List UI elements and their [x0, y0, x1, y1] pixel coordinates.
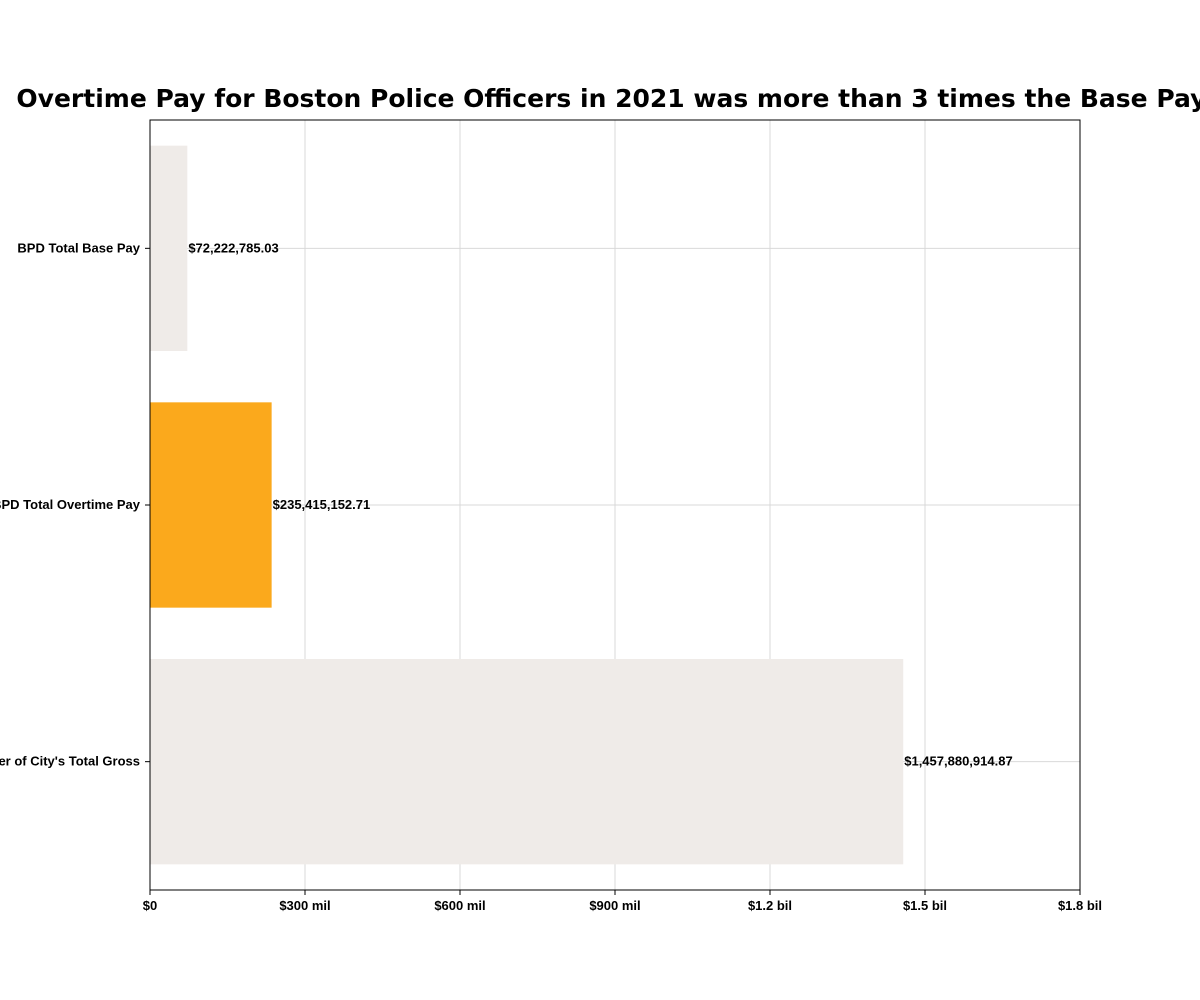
bar	[150, 145, 188, 351]
data-label: $72,222,785.03	[188, 240, 278, 255]
category-label: BPD Total Base Pay	[17, 240, 140, 255]
x-tick-label: $0	[143, 898, 157, 913]
x-tick-label: $1.2 bil	[748, 898, 792, 913]
x-tick-label: $1.8 bil	[1058, 898, 1102, 913]
data-label: $235,415,152.71	[273, 497, 371, 512]
data-label: $1,457,880,914.87	[904, 754, 1012, 769]
x-tick-label: $1.5 bil	[903, 898, 947, 913]
x-tick-label: $900 mil	[589, 898, 640, 913]
x-tick-label: $300 mil	[279, 898, 330, 913]
chart-title: Overtime Pay for Boston Police Officers …	[16, 84, 1200, 113]
bar	[150, 659, 904, 865]
x-tick-label: $600 mil	[434, 898, 485, 913]
category-label: Remainder of City's Total Gross	[0, 754, 140, 769]
category-label: BPD Total Overtime Pay	[0, 497, 141, 512]
bar	[150, 402, 272, 608]
